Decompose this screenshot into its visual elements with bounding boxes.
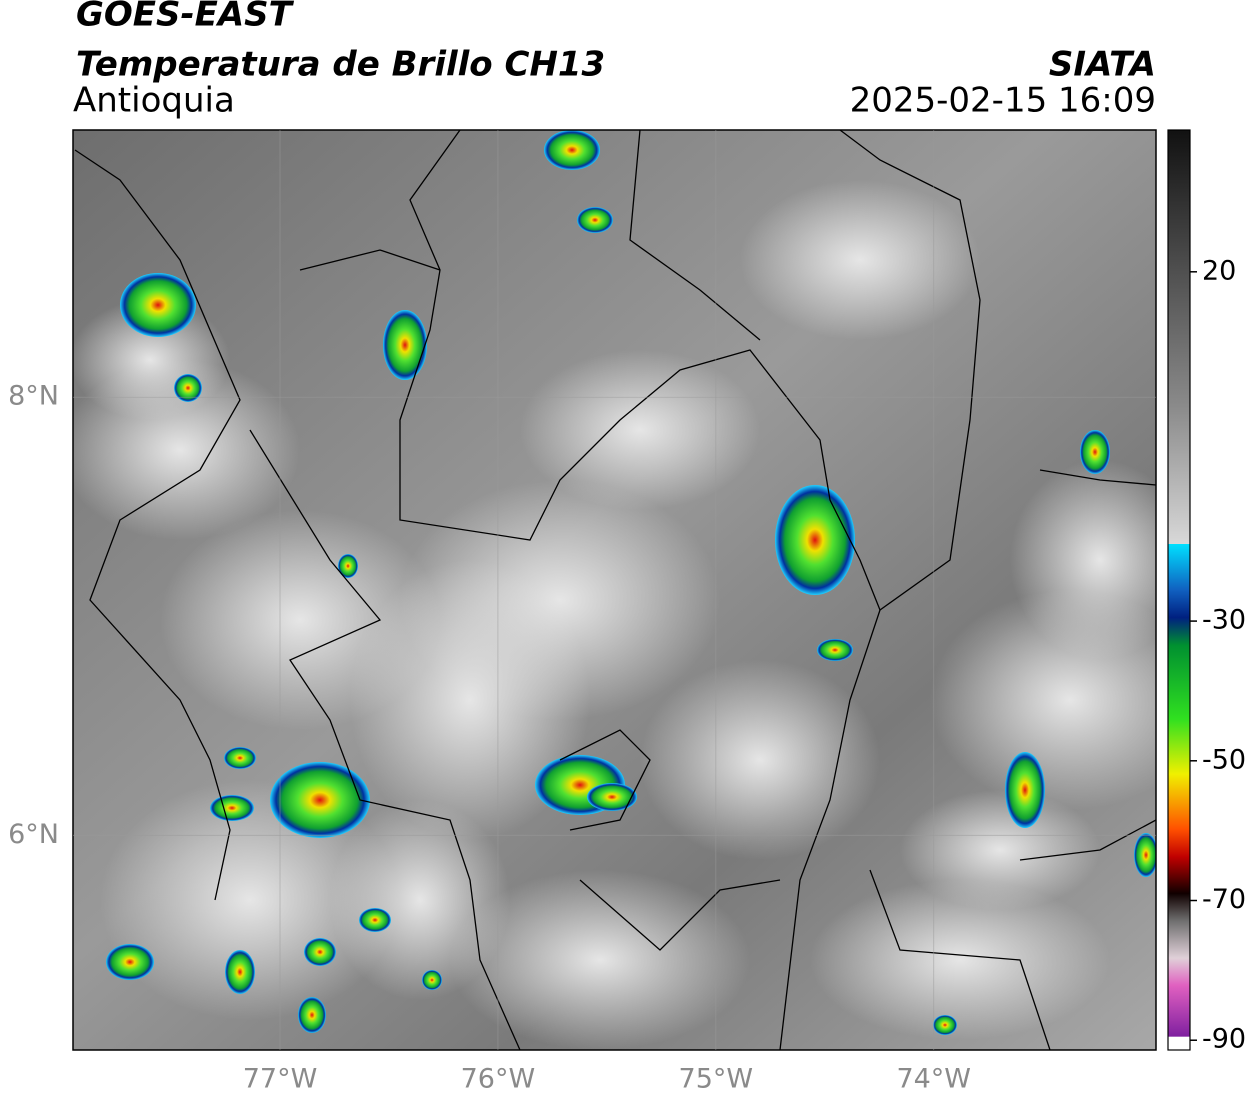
y-tick-label: 8°N [8,381,59,412]
colorbar-tick-label: -50 [1202,744,1246,775]
cloud-top [174,374,202,402]
y-tick-label: 6°N [8,819,59,850]
border [559,469,1156,1050]
x-tick-label: 76°W [461,1064,536,1095]
colorbar-tick-label: 20 [1202,255,1236,286]
cloud-top [422,970,442,990]
border [249,249,521,1050]
cloud-top [270,762,370,838]
cloud-top [1080,430,1110,474]
cloud-top [1005,752,1045,828]
cloud-top [775,485,855,595]
cloud-top [298,997,326,1033]
colorbar-tick-label: -70 [1202,884,1246,915]
cloud [520,350,760,510]
cloud [1010,460,1156,660]
cloud-top [338,554,358,578]
border [399,130,981,612]
source: SIATA [1049,45,1156,85]
cloud [640,660,880,860]
cloud-top [383,310,427,380]
x-tick-label: 75°W [679,1064,754,1095]
region: Antioquia [73,81,235,121]
cloud [900,790,1100,910]
borders [74,130,1156,1050]
colorbar [1167,129,1191,1051]
cloud-top [544,130,600,170]
cloud [350,560,590,840]
cloud-top [933,1015,957,1035]
coastline [74,149,241,901]
border [629,130,761,341]
colorbar-tick-label: -90 [1202,1024,1246,1055]
satellite-image [73,130,1156,1050]
cloud-top [106,944,154,980]
cloud-top [120,273,196,337]
colorbar-tick-label: -30 [1202,605,1246,636]
cloud-top [817,639,853,661]
cloud [810,880,1110,1040]
cloud [450,870,750,1050]
cloud-top [210,795,254,821]
cloud-top [304,938,336,966]
cloud-top [577,207,613,233]
title: GOES-EAST [76,0,295,35]
cloud-top [225,950,255,994]
datetime: 2025-02-15 16:09 [850,81,1156,121]
cloud [740,180,980,340]
map-frame [72,129,1157,1051]
cloud-top [359,908,391,932]
border [779,609,881,1050]
subtitle: Temperatura de Brillo CH13 [76,45,605,85]
cloud-top [224,747,256,769]
cloud-top [1134,833,1156,877]
cloud [330,800,510,1000]
x-tick-label: 77°W [243,1064,318,1095]
cloud-top [587,783,637,811]
x-tick-label: 74°W [896,1064,971,1095]
